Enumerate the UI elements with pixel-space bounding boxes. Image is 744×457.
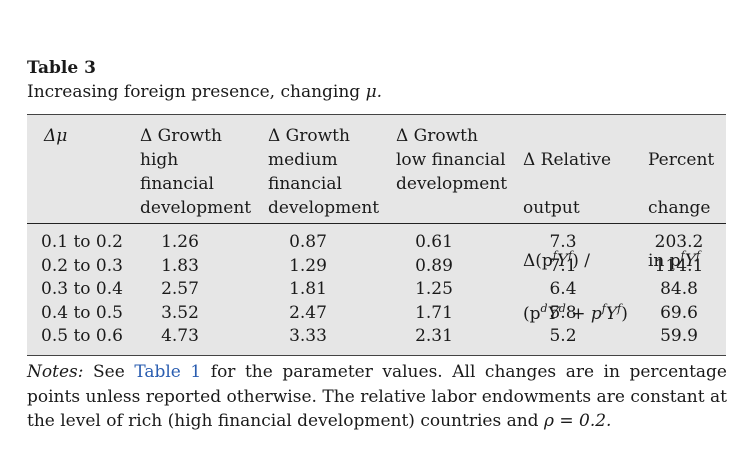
table-row: 0.4 to 0.5 3.52 2.47 1.71 5.8 69.6 [27,303,726,326]
cell-percent: 114.1 [654,255,704,276]
cell-relative: 6.4 [549,279,577,300]
cell-percent: 203.2 [654,232,704,252]
header-relative-line1: Δ Relative [523,150,612,170]
cell-relative: 7.1 [549,255,577,276]
cell-relative: 5.8 [549,302,577,323]
cell-low: 1.25 [415,279,453,300]
header-relative-formula-top: Δ(pfYf) / [523,249,590,271]
cell-medium: 3.33 [289,326,327,347]
cell-low: 0.89 [415,255,453,276]
table-row: 0.3 to 0.4 2.57 1.81 1.25 6.4 84.8 [27,279,726,302]
table-1-link[interactable]: Table 1 [134,362,202,382]
table-title: Table 3 [27,58,96,78]
cell-range: 0.5 to 0.6 [41,326,123,347]
cell-relative: 5.2 [549,326,577,347]
header-relative-formula-bottom: (pdYd + pfYf) [523,302,628,324]
cell-high: 1.26 [161,232,199,252]
header-relative-output: Δ Relative output Δ(pfYf) / (pdYd + pfYf… [523,124,628,350]
cell-relative: 7.3 [549,232,577,252]
caption-text: Increasing foreign presence, changing [27,82,366,102]
cell-medium: 1.81 [289,279,327,300]
table-notes: Notes: See Table 1 for the parameter val… [27,360,727,434]
header-delta-mu: Δμ [44,126,68,146]
cell-range: 0.2 to 0.3 [41,255,123,276]
header-growth-high: Δ Growth high financial development [140,126,252,218]
cell-medium: 2.47 [289,302,327,323]
header-percent-line3: in pfYf [648,249,701,271]
cell-high: 4.73 [161,326,199,347]
header-growth-low: Δ Growth low financial development [396,126,508,194]
table-row: 0.2 to 0.3 1.83 1.29 0.89 7.1 114.1 [27,256,726,279]
cell-range: 0.3 to 0.4 [41,279,123,300]
cell-range: 0.1 to 0.2 [41,232,123,252]
cell-high: 3.52 [161,302,199,323]
data-table: Δμ Δ Growth high financial development Δ… [27,114,726,356]
header-rule [27,223,726,224]
header-percent-change: Percent change in pfYf [648,124,714,297]
notes-label: Notes: [27,362,84,382]
header-percent-line1: Percent [648,150,715,170]
cell-medium: 0.87 [289,232,327,252]
header-relative-line2: output [523,198,580,218]
cell-high: 1.83 [161,255,199,276]
cell-low: 1.71 [415,302,453,323]
table-caption: Increasing foreign presence, changing μ. [27,82,382,102]
cell-high: 2.57 [161,279,199,300]
header-percent-line2: change [648,198,711,218]
cell-percent: 69.6 [660,302,698,323]
cell-low: 0.61 [415,232,453,252]
cell-range: 0.4 to 0.5 [41,302,123,323]
header-growth-medium: Δ Growth medium financial development [268,126,380,218]
notes-text-before: See [83,362,135,382]
table-row: 0.1 to 0.2 1.26 0.87 0.61 7.3 203.2 [27,232,726,255]
notes-text-after: for the parameter values. All changes ar… [27,362,727,431]
caption-symbol: μ. [365,82,383,102]
cell-low: 2.31 [415,326,453,347]
rho-expression: ρ = 0.2. [543,411,612,431]
cell-percent: 84.8 [660,279,698,300]
cell-percent: 59.9 [660,326,698,347]
cell-medium: 1.29 [289,255,327,276]
table-row: 0.5 to 0.6 4.73 3.33 2.31 5.2 59.9 [27,326,726,349]
